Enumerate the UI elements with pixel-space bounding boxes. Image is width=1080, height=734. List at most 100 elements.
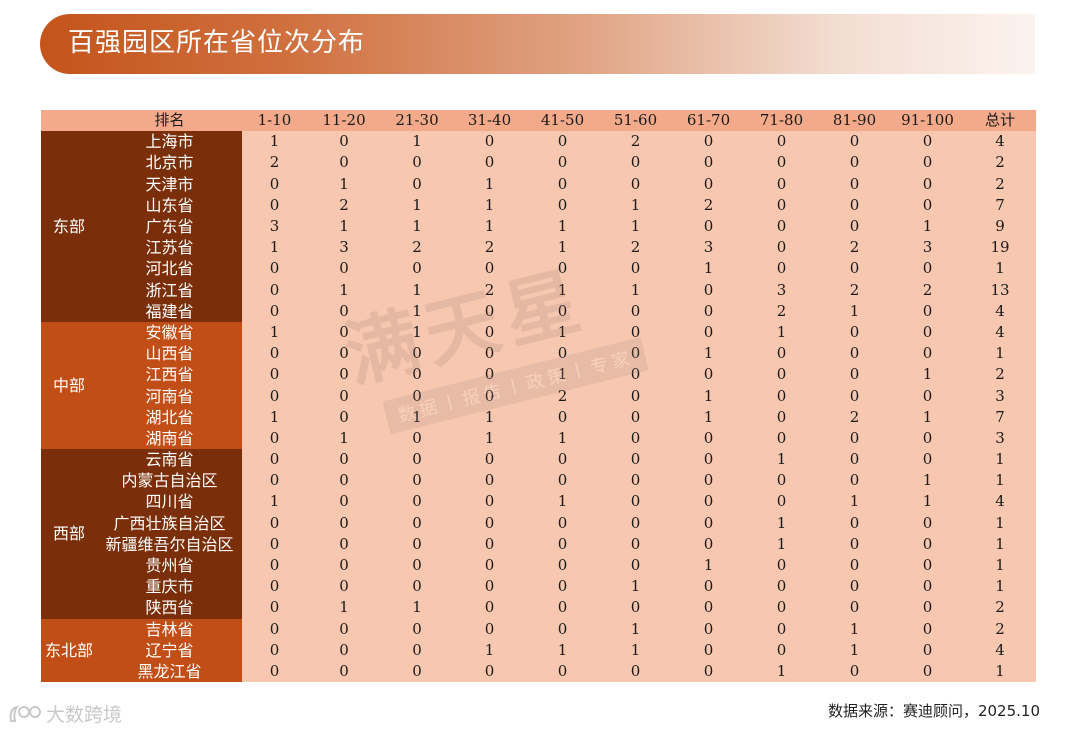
count-cell: 1 — [891, 215, 964, 238]
count-cell: 0 — [242, 576, 307, 598]
count-cell: 0 — [242, 364, 307, 386]
region-label: 东部 — [41, 131, 97, 322]
count-cell: 1 — [672, 385, 745, 407]
count-cell: 0 — [526, 512, 599, 534]
count-cell: 0 — [453, 321, 526, 344]
total-cell: 9 — [964, 215, 1036, 238]
ranking-table: 排名 1-10 11-20 21-30 31-40 41-50 51-60 61… — [41, 110, 1036, 683]
count-cell: 0 — [307, 576, 381, 598]
province-name: 内蒙古自治区 — [97, 470, 242, 492]
count-cell: 1 — [891, 470, 964, 492]
count-cell: 1 — [745, 533, 818, 555]
count-cell: 0 — [242, 639, 307, 661]
table-row: 湖南省 0 1 0 1 1 0 0 0 0 0 3 — [41, 427, 1036, 449]
count-cell: 0 — [307, 618, 381, 640]
total-cell: 1 — [964, 343, 1036, 365]
count-cell: 3 — [891, 237, 964, 259]
count-cell: 0 — [672, 449, 745, 471]
count-cell: 0 — [453, 597, 526, 619]
count-cell: 0 — [891, 194, 964, 216]
table-row: 河南省 0 0 0 0 2 0 1 0 0 0 3 — [41, 385, 1036, 407]
count-cell: 0 — [381, 618, 453, 640]
count-cell: 0 — [453, 343, 526, 365]
count-cell: 0 — [307, 512, 381, 534]
count-cell: 0 — [599, 300, 672, 322]
province-name: 湖北省 — [97, 406, 242, 428]
count-cell: 0 — [599, 427, 672, 449]
count-cell: 1 — [526, 491, 599, 513]
count-cell: 0 — [526, 597, 599, 619]
count-cell: 0 — [307, 470, 381, 492]
count-cell: 0 — [453, 300, 526, 322]
count-cell: 0 — [745, 406, 818, 428]
count-cell: 0 — [672, 491, 745, 513]
count-cell: 0 — [242, 554, 307, 577]
table-row: 山东省 0 2 1 1 0 1 2 0 0 0 7 — [41, 194, 1036, 216]
count-cell: 0 — [381, 491, 453, 513]
count-cell: 0 — [818, 427, 891, 449]
count-cell: 0 — [672, 152, 745, 174]
count-cell: 1 — [381, 321, 453, 344]
table-row: 河北省 0 0 0 0 0 0 1 0 0 0 1 — [41, 258, 1036, 280]
count-cell: 0 — [818, 576, 891, 598]
count-cell: 0 — [891, 639, 964, 661]
count-cell: 0 — [307, 343, 381, 365]
count-cell: 1 — [599, 194, 672, 216]
count-cell: 0 — [453, 258, 526, 280]
province-name: 福建省 — [97, 300, 242, 322]
count-cell: 0 — [381, 449, 453, 471]
count-cell: 1 — [526, 639, 599, 661]
count-cell: 0 — [818, 597, 891, 619]
count-cell: 3 — [242, 215, 307, 238]
count-cell: 1 — [526, 364, 599, 386]
total-cell: 3 — [964, 385, 1036, 407]
count-cell: 1 — [242, 491, 307, 513]
count-cell: 0 — [242, 343, 307, 365]
header-col: 1-10 — [242, 110, 307, 132]
count-cell: 1 — [381, 406, 453, 428]
count-cell: 0 — [526, 554, 599, 577]
count-cell: 0 — [381, 639, 453, 661]
count-cell: 0 — [672, 512, 745, 534]
count-cell: 0 — [891, 449, 964, 471]
brand-logo: 大数跨境 — [8, 700, 122, 727]
table-row: 重庆市 0 0 0 0 0 1 0 0 0 0 1 — [41, 576, 1036, 598]
count-cell: 0 — [818, 660, 891, 683]
total-cell: 4 — [964, 491, 1036, 513]
count-cell: 0 — [453, 533, 526, 555]
total-cell: 4 — [964, 321, 1036, 344]
count-cell: 0 — [307, 554, 381, 577]
table-row: 黑龙江省 0 0 0 0 0 0 0 1 0 0 1 — [41, 660, 1036, 683]
count-cell: 0 — [599, 470, 672, 492]
count-cell: 0 — [242, 300, 307, 322]
count-cell: 0 — [526, 173, 599, 195]
count-cell: 0 — [745, 639, 818, 661]
count-cell: 0 — [526, 618, 599, 640]
total-cell: 4 — [964, 300, 1036, 322]
count-cell: 1 — [526, 279, 599, 301]
count-cell: 0 — [818, 512, 891, 534]
table-row: 西部 云南省 0 0 0 0 0 0 0 1 0 0 1 — [41, 449, 1036, 619]
province-name: 北京市 — [97, 152, 242, 174]
province-name: 四川省 — [97, 491, 242, 513]
count-cell: 0 — [818, 470, 891, 492]
brand-logo-text: 大数跨境 — [46, 704, 123, 726]
total-cell: 1 — [964, 533, 1036, 555]
count-cell: 0 — [453, 491, 526, 513]
count-cell: 0 — [745, 576, 818, 598]
count-cell: 0 — [453, 660, 526, 683]
count-cell: 1 — [242, 321, 307, 344]
count-cell: 0 — [672, 660, 745, 683]
count-cell: 3 — [672, 237, 745, 259]
count-cell: 0 — [745, 470, 818, 492]
count-cell: 0 — [307, 321, 381, 344]
total-cell: 1 — [964, 660, 1036, 683]
count-cell: 1 — [381, 597, 453, 619]
count-cell: 0 — [745, 597, 818, 619]
count-cell: 0 — [307, 533, 381, 555]
count-cell: 0 — [891, 343, 964, 365]
count-cell: 1 — [818, 618, 891, 640]
count-cell: 0 — [599, 554, 672, 577]
table-row: 广东省 3 1 1 1 1 1 0 0 0 1 9 — [41, 215, 1036, 238]
count-cell: 2 — [381, 237, 453, 259]
